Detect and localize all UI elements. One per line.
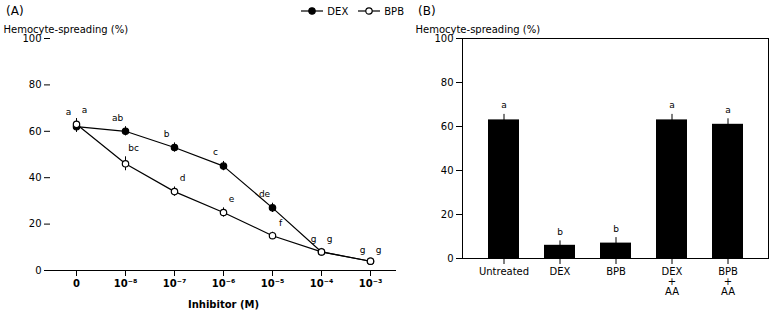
svg-text:BPB: BPB <box>606 266 626 277</box>
svg-text:d: d <box>180 173 186 183</box>
svg-text:b: b <box>613 224 619 234</box>
html-text:(B): (B) <box>418 4 436 18</box>
svg-text:g: g <box>327 234 333 244</box>
svg-text:e: e <box>229 194 235 204</box>
svg-text:b: b <box>164 129 170 139</box>
svg-text:10⁻⁷: 10⁻⁷ <box>163 278 187 289</box>
svg-text:60: 60 <box>441 121 454 132</box>
svg-text:0: 0 <box>35 265 41 276</box>
svg-text:f: f <box>279 218 283 228</box>
svg-text:80: 80 <box>441 77 454 88</box>
svg-text:Untreated: Untreated <box>479 266 529 277</box>
svg-text:g: g <box>376 245 382 255</box>
svg-text:10⁻⁴: 10⁻⁴ <box>310 278 334 289</box>
html-text:(A): (A) <box>6 4 24 18</box>
svg-text:10⁻³: 10⁻³ <box>359 278 383 289</box>
svg-text:c: c <box>213 147 218 157</box>
html-text:DEX: DEX <box>327 5 349 17</box>
svg-text:Hemocyte-spreading (%): Hemocyte-spreading (%) <box>416 24 541 35</box>
svg-text:60: 60 <box>29 126 42 137</box>
svg-text:g: g <box>360 245 366 255</box>
svg-text:0: 0 <box>73 278 80 289</box>
svg-text:20: 20 <box>441 209 454 220</box>
svg-text:a: a <box>82 105 88 115</box>
svg-text:100: 100 <box>434 32 454 44</box>
svg-text:b: b <box>557 227 563 237</box>
svg-text:de: de <box>259 189 271 199</box>
svg-text:DEX+AA: DEX+AA <box>662 266 683 297</box>
svg-text:a: a <box>669 100 675 110</box>
svg-text:bc: bc <box>128 143 139 153</box>
svg-text:DEX: DEX <box>550 266 571 277</box>
svg-text:100: 100 <box>22 32 42 44</box>
svg-text:10⁻⁸: 10⁻⁸ <box>114 278 138 289</box>
svg-text:a: a <box>725 105 731 115</box>
svg-text:Hemocyte-spreading (%): Hemocyte-spreading (%) <box>4 24 129 35</box>
svg-text:80: 80 <box>29 79 42 90</box>
svg-text:a: a <box>501 100 507 110</box>
svg-text:a: a <box>66 107 72 117</box>
svg-text:40: 40 <box>441 165 454 176</box>
svg-text:ab: ab <box>112 113 124 123</box>
html-text:BPB: BPB <box>384 5 404 17</box>
svg-text:10⁻⁵: 10⁻⁵ <box>261 278 285 289</box>
svg-text:10⁻⁶: 10⁻⁶ <box>212 278 236 289</box>
svg-text:0: 0 <box>447 253 453 264</box>
svg-text:40: 40 <box>29 172 42 183</box>
svg-text:BPB+AA: BPB+AA <box>718 266 738 297</box>
svg-text:g: g <box>311 234 317 244</box>
svg-text:Inhibitor (M): Inhibitor (M) <box>188 299 259 310</box>
svg-text:20: 20 <box>29 218 42 229</box>
